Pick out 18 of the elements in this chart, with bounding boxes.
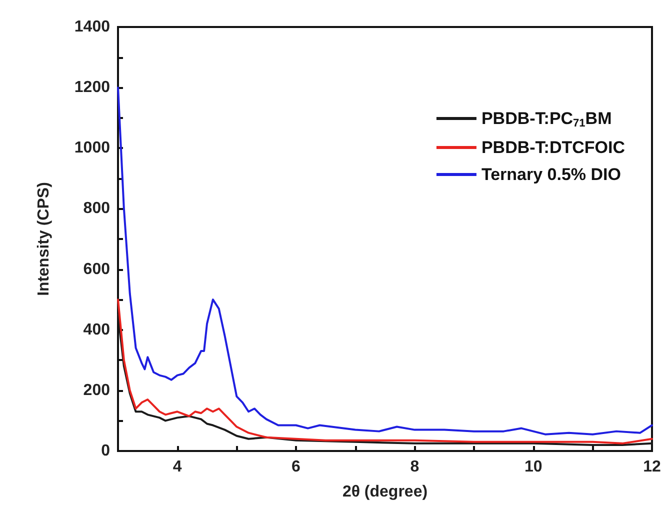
y-tick-label: 400 — [83, 321, 110, 338]
y-tick-label: 600 — [83, 260, 110, 278]
y-tick-label: 1000 — [74, 140, 110, 157]
x-tick-label: 4 — [172, 458, 182, 476]
x-tick-label: 10 — [524, 458, 542, 476]
legend-label: PBDB-T:DTCFOIC — [481, 138, 626, 157]
x-tick-label: 12 — [643, 458, 661, 476]
x-tick-label: 8 — [410, 458, 420, 476]
y-tick-label: 200 — [83, 382, 110, 399]
legend-label: Ternary 0.5% DIO — [481, 165, 621, 184]
y-tick-label: 1200 — [74, 79, 110, 96]
y-axis-title: Intensity (CPS) — [36, 182, 52, 296]
x-axis-title: 2θ (degree) — [342, 484, 428, 500]
x-tick-label: 6 — [292, 458, 301, 476]
y-tick-label: 800 — [83, 200, 110, 218]
y-tick-label: 1400 — [74, 18, 110, 36]
y-tick-label: 0 — [101, 442, 110, 460]
line-series — [117, 86, 653, 436]
